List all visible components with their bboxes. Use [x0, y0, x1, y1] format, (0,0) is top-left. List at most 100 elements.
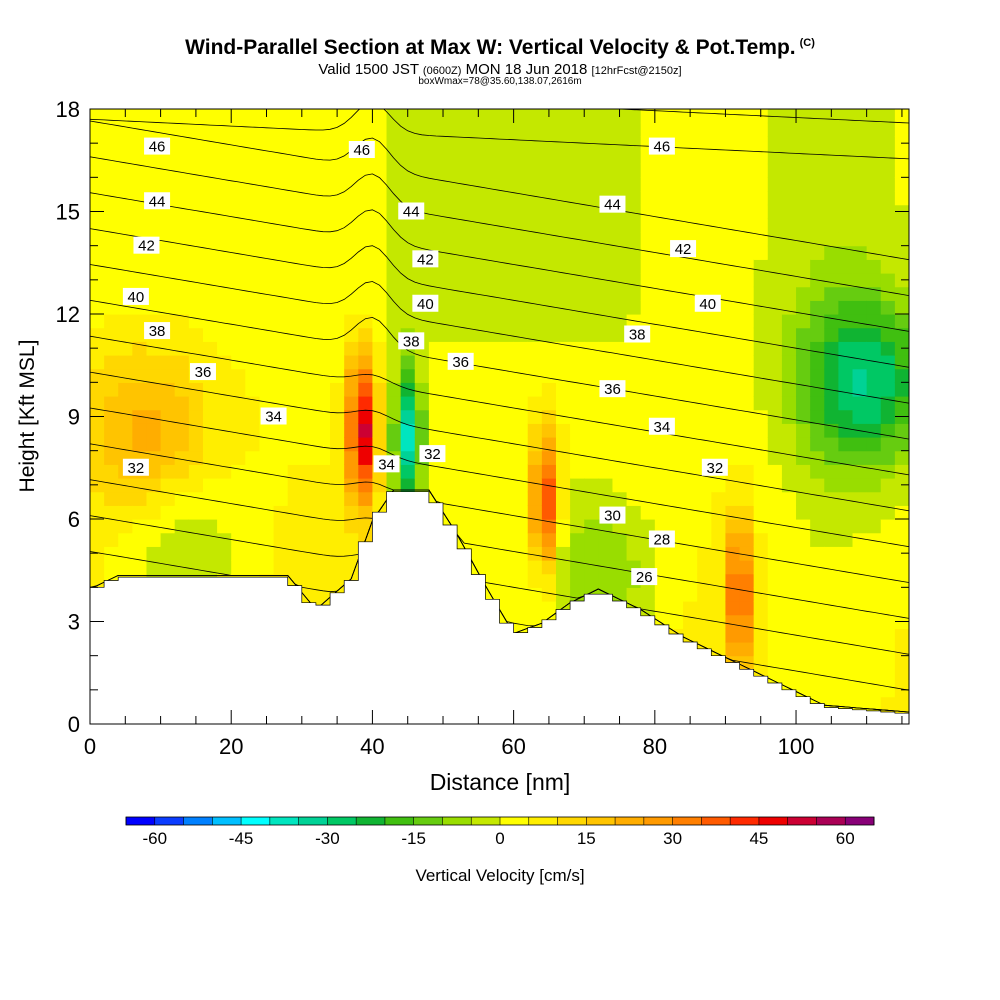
velocity-cell: [796, 587, 811, 602]
velocity-cell: [753, 218, 769, 233]
velocity-cell: [640, 491, 656, 506]
velocity-cell: [231, 532, 246, 547]
velocity-cell: [217, 368, 232, 383]
velocity-cell: [598, 423, 614, 438]
velocity-cell: [217, 478, 232, 493]
velocity-cell: [217, 437, 232, 452]
velocity-cell: [104, 505, 119, 520]
velocity-cell: [626, 437, 642, 452]
velocity-cell: [810, 300, 825, 315]
velocity-cell: [90, 150, 105, 165]
velocity-cell: [612, 122, 628, 137]
velocity-cell: [541, 286, 557, 301]
velocity-cell: [527, 587, 543, 602]
velocity-cell: [245, 450, 261, 465]
velocity-cell: [443, 273, 458, 288]
velocity-cell: [217, 163, 232, 178]
velocity-cell: [160, 505, 176, 520]
velocity-cell: [231, 546, 246, 561]
velocity-cell: [315, 560, 331, 575]
velocity-cell: [358, 259, 374, 274]
velocity-cell: [640, 122, 656, 137]
velocity-cell: [414, 232, 430, 247]
velocity-cell: [697, 396, 712, 411]
velocity-cell: [160, 450, 176, 465]
velocity-cell: [118, 163, 133, 178]
velocity-cell: [400, 218, 416, 233]
velocity-cell: [485, 573, 501, 588]
velocity-cell: [188, 464, 204, 479]
velocity-cell: [753, 505, 769, 520]
velocity-cell: [485, 546, 501, 561]
velocity-cell: [188, 560, 204, 575]
subtitle-utc: (0600Z): [422, 65, 462, 77]
velocity-cell: [245, 546, 261, 561]
velocity-cell: [838, 642, 854, 657]
velocity-cell: [654, 300, 670, 315]
velocity-cell: [852, 409, 868, 424]
velocity-cell: [273, 218, 289, 233]
velocity-cell: [428, 396, 444, 411]
velocity-cell: [499, 587, 515, 602]
velocity-cell: [555, 587, 571, 602]
velocity-cell: [146, 218, 162, 233]
velocity-cell: [499, 382, 515, 397]
velocity-cell: [753, 587, 769, 602]
velocity-cell: [781, 300, 797, 315]
velocity-cell: [640, 177, 656, 192]
velocity-cell: [767, 327, 783, 342]
velocity-cell: [485, 177, 501, 192]
velocity-cell: [315, 245, 331, 260]
velocity-cell: [174, 546, 190, 561]
velocity-cell: [852, 532, 868, 547]
velocity-cell: [725, 587, 741, 602]
velocity-cell: [739, 642, 755, 657]
velocity-cell: [118, 314, 133, 329]
velocity-cell: [570, 177, 585, 192]
velocity-cell: [838, 218, 854, 233]
velocity-cell: [273, 546, 289, 561]
velocity-cell: [612, 341, 628, 356]
velocity-cell: [499, 204, 515, 219]
velocity-cell: [174, 355, 190, 370]
velocity-cell: [358, 396, 374, 411]
velocity-cell: [499, 177, 515, 192]
velocity-cell: [570, 491, 585, 506]
velocity-cell: [513, 273, 529, 288]
velocity-cell: [640, 355, 656, 370]
velocity-cell: [753, 464, 769, 479]
velocity-cell: [414, 423, 430, 438]
velocity-cell: [894, 232, 909, 247]
velocity-cell: [400, 423, 416, 438]
velocity-cell: [612, 560, 628, 575]
velocity-cell: [824, 491, 839, 506]
velocity-cell: [217, 177, 232, 192]
velocity-cell: [132, 505, 148, 520]
velocity-cell: [781, 628, 797, 643]
velocity-cell: [781, 601, 797, 616]
velocity-cell: [90, 286, 105, 301]
velocity-cell: [810, 642, 825, 657]
velocity-cell: [259, 437, 275, 452]
velocity-cell: [146, 437, 162, 452]
velocity-cell: [499, 573, 515, 588]
velocity-cell: [146, 177, 162, 192]
velocity-cell: [697, 177, 712, 192]
velocity-cell: [767, 314, 783, 329]
velocity-cell: [315, 286, 331, 301]
velocity-cell: [894, 218, 909, 233]
contour-label: 38: [149, 323, 166, 340]
contour-label: 32: [424, 446, 441, 463]
velocity-cell: [598, 437, 614, 452]
velocity-cell: [231, 109, 246, 124]
velocity-cell: [683, 218, 698, 233]
velocity-cell: [598, 478, 614, 493]
velocity-cell: [485, 204, 501, 219]
velocity-cell: [259, 191, 275, 206]
velocity-cell: [499, 286, 515, 301]
velocity-cell: [118, 478, 133, 493]
velocity-cell: [499, 423, 515, 438]
velocity-cell: [457, 491, 472, 506]
velocity-cell: [880, 177, 896, 192]
